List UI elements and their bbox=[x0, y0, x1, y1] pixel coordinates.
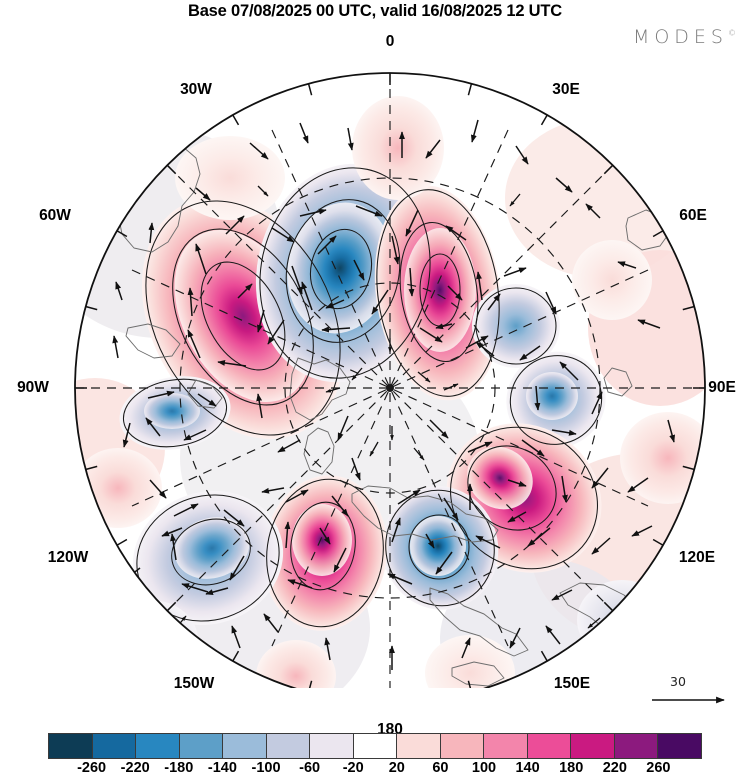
colorbar bbox=[48, 733, 702, 759]
colorbar-tick-220: 220 bbox=[602, 760, 627, 776]
colorbar-tick-100: 100 bbox=[471, 760, 497, 776]
colorbar-swatch-13 bbox=[614, 734, 659, 758]
page-title: Base 07/08/2025 00 UTC, valid 16/08/2025… bbox=[187, 2, 562, 20]
reference-vector-arrow bbox=[652, 696, 725, 704]
colorbar-swatch-0 bbox=[49, 734, 93, 758]
copyright-icon: © bbox=[728, 28, 736, 38]
negative-center-northeast-pacific bbox=[132, 490, 284, 626]
colorbar-tick--20: -20 bbox=[342, 760, 364, 776]
colorbar-swatch-14 bbox=[658, 734, 701, 758]
positive-center-pacific-east bbox=[262, 475, 388, 631]
colorbar-swatch-7 bbox=[353, 734, 398, 758]
colorbar-tick-180: 180 bbox=[559, 760, 584, 776]
lon-label-120w: 120W bbox=[47, 549, 89, 566]
lon-label-90e: 90E bbox=[708, 379, 736, 396]
colorbar-swatch-2 bbox=[136, 734, 180, 758]
lon-label-60e: 60E bbox=[679, 207, 707, 224]
colorbar-ticks: -260 -220 -180 -140 -100 -60 -20 20 60 100 140 180 2… bbox=[48, 760, 702, 782]
pole-marker bbox=[386, 384, 394, 392]
wind-vector-layer bbox=[112, 119, 676, 670]
colorbar-tick-140: 140 bbox=[515, 760, 540, 776]
polar-stereographic-map[interactable] bbox=[0, 28, 750, 704]
colorbar-tick--180: -180 bbox=[164, 760, 194, 776]
colorbar-swatch-1 bbox=[92, 734, 137, 758]
modes-logo-text: MODES bbox=[632, 26, 728, 48]
lon-label-30w: 30W bbox=[180, 81, 212, 98]
polar-map-plot[interactable]: 0 30E 60E 90E 120E 150E 180 150W 120W 90… bbox=[0, 28, 750, 738]
colorbar-swatch-9 bbox=[440, 734, 485, 758]
colorbar-tick--60: -60 bbox=[299, 760, 321, 776]
lon-label-60w: 60W bbox=[39, 207, 71, 224]
lon-label-90w: 90W bbox=[17, 379, 49, 396]
colorbar-swatch-3 bbox=[179, 734, 224, 758]
lon-label-120e: 120E bbox=[678, 549, 716, 566]
colorbar-tick--140: -140 bbox=[207, 760, 237, 776]
colorbar-tick--100: -100 bbox=[251, 760, 281, 776]
lon-label-30e: 30E bbox=[552, 81, 580, 98]
colorbar-tick--260: -260 bbox=[77, 760, 107, 776]
colorbar-tick--220: -220 bbox=[120, 760, 150, 776]
negative-center-pacific-west bbox=[381, 486, 499, 610]
reference-vector-label: 30 bbox=[670, 674, 686, 689]
lon-label-150e: 150E bbox=[553, 675, 591, 692]
graticule-layer bbox=[75, 73, 705, 703]
lon-label-150w: 150W bbox=[173, 675, 215, 692]
colorbar-swatch-8 bbox=[397, 734, 441, 758]
colorbar-tick-20: 20 bbox=[388, 760, 405, 776]
colorbar-swatch-6 bbox=[310, 734, 354, 758]
colorbar-tick-260: 260 bbox=[646, 760, 671, 776]
colorbar-swatch-10 bbox=[484, 734, 528, 758]
modes-logo: MODES© bbox=[633, 26, 736, 48]
colorbar-tick-60: 60 bbox=[432, 760, 449, 776]
colorbar-swatch-11 bbox=[527, 734, 572, 758]
colorbar-swatch-5 bbox=[266, 734, 311, 758]
colorbar-swatch-4 bbox=[223, 734, 267, 758]
reference-vector: 30 bbox=[648, 674, 738, 710]
lon-label-0: 0 bbox=[385, 33, 395, 50]
colorbar-swatch-12 bbox=[571, 734, 615, 758]
